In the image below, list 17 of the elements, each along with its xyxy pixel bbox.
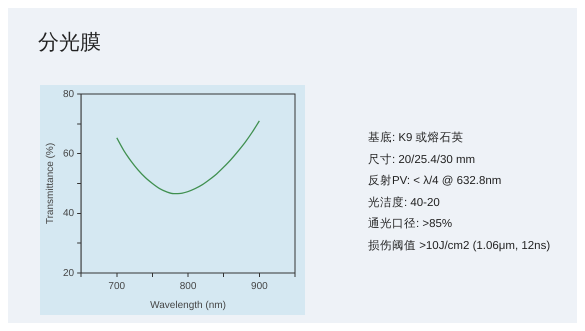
y-axis-title: Transmittance (%) (44, 142, 56, 224)
y-tick-label: 80 (63, 88, 75, 100)
y-tick-label: 60 (63, 148, 75, 160)
line-series (116, 120, 260, 194)
y-tick-label: 40 (63, 208, 75, 220)
text: 光洁度: 40-20 (368, 196, 441, 210)
chart-title: 分光膜 (38, 30, 101, 56)
x-tick-label: 800 (180, 280, 197, 292)
text: 损伤阈值 >10J/cm2 (1.06μm, 12ns) (368, 238, 550, 254)
text: 反射PV: < λ/4 @ 632.8nm (368, 174, 502, 189)
x-tick-label: 900 (251, 280, 268, 292)
text: 通光口径: >85% (368, 216, 454, 232)
text: 尺寸: 20/25.4/30 mm (368, 152, 476, 168)
y-tick-label: 20 (63, 268, 75, 279)
x-tick-label: 700 (108, 280, 126, 292)
x-axis-title: Wavelength (nm) (150, 300, 226, 311)
text: 基底: K9 或熔石英 (368, 130, 465, 146)
